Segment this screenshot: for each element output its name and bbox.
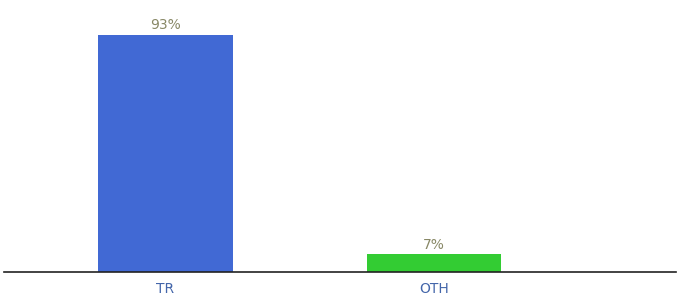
Bar — [367, 254, 501, 272]
Text: 7%: 7% — [423, 238, 445, 252]
Text: 93%: 93% — [150, 18, 181, 32]
Bar — [98, 35, 233, 272]
